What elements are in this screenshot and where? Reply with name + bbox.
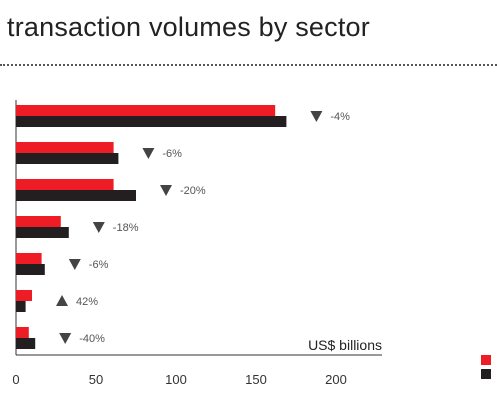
change-label: 42% xyxy=(76,296,98,308)
bar-series-2-row-1 xyxy=(16,116,287,127)
bar-series-1-row-6 xyxy=(16,290,32,301)
bar-series-1-row-2 xyxy=(16,142,114,153)
x-tick-label: 0 xyxy=(12,372,19,387)
down-arrow-icon xyxy=(68,259,81,270)
change-label: -40% xyxy=(79,333,105,345)
bar-series-2-row-7 xyxy=(16,338,36,349)
bar-series-2-row-5 xyxy=(16,264,45,275)
x-tick-label: 200 xyxy=(325,372,347,387)
bar-series-2-row-4 xyxy=(16,227,69,238)
change-label: -6% xyxy=(162,148,182,160)
down-arrow-icon xyxy=(160,185,172,196)
change-label: -6% xyxy=(89,259,109,271)
legend-swatch-1 xyxy=(481,355,491,365)
down-arrow-icon xyxy=(92,222,105,233)
up-arrow-icon xyxy=(56,295,68,306)
down-arrow-icon xyxy=(142,148,155,159)
bar-series-1-row-3 xyxy=(16,179,114,190)
bar-series-2-row-2 xyxy=(16,153,119,164)
unit-label: US$ billions xyxy=(308,337,382,353)
bar-series-1-row-1 xyxy=(16,105,276,116)
chart-title: transaction volumes by sector xyxy=(7,12,370,42)
down-arrow-icon xyxy=(310,111,323,122)
change-label: -20% xyxy=(180,185,206,197)
change-label: -4% xyxy=(330,111,350,123)
x-tick-label: 100 xyxy=(165,372,187,387)
bar-series-1-row-4 xyxy=(16,216,61,227)
down-arrow-icon xyxy=(59,333,72,344)
legend-swatch-2 xyxy=(481,369,491,379)
bar-series-1-row-7 xyxy=(16,327,29,338)
bar-series-2-row-3 xyxy=(16,190,136,201)
title-divider xyxy=(0,64,497,66)
bar-series-2-row-6 xyxy=(16,301,26,312)
x-tick-label: 150 xyxy=(245,372,267,387)
bar-series-1-row-5 xyxy=(16,253,42,264)
x-tick-label: 50 xyxy=(89,372,103,387)
change-label: -18% xyxy=(113,222,139,234)
